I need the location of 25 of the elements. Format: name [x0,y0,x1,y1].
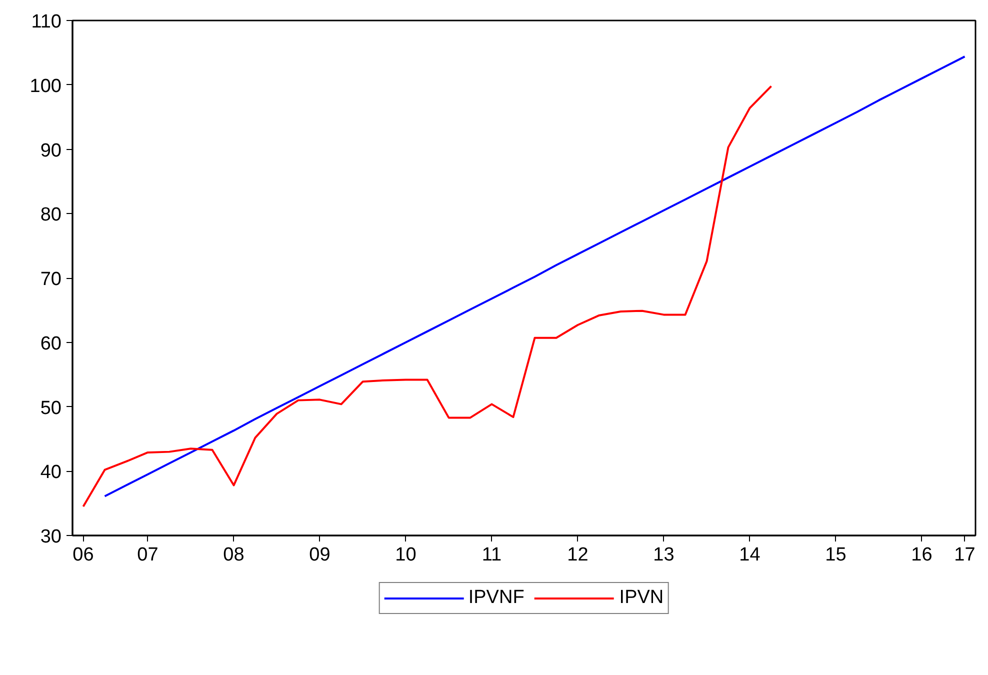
x-tick-label: 06 [72,544,94,566]
x-tick-label: 15 [825,544,846,566]
x-tick-label: 10 [395,544,416,566]
x-tick-label: 13 [653,544,674,566]
x-tick-label: 17 [954,544,976,566]
y-tick-label: 70 [40,269,62,290]
line-series [104,56,966,498]
x-tick-label: 16 [911,544,932,566]
y-tick-label: 80 [40,204,62,226]
y-tick-label: 110 [31,12,62,32]
y-tick-label: 30 [40,526,62,548]
y-tick-label: 60 [40,333,62,354]
y-tick-label: 50 [40,398,62,419]
legend-label: IPVN [619,587,664,609]
x-tick-label: 08 [223,544,244,566]
x-tick-label: 11 [482,544,502,566]
y-tick-label: 90 [40,140,62,162]
legend-label: IPVNF [468,587,524,609]
x-tick-label: 14 [739,544,761,566]
x-tick-label: 09 [309,544,330,566]
y-tick-label: 40 [40,462,62,484]
x-tick-label: 12 [567,544,588,566]
y-tick-label: 100 [30,76,62,97]
line-series [82,85,772,508]
x-tick-label: 07 [137,544,158,566]
